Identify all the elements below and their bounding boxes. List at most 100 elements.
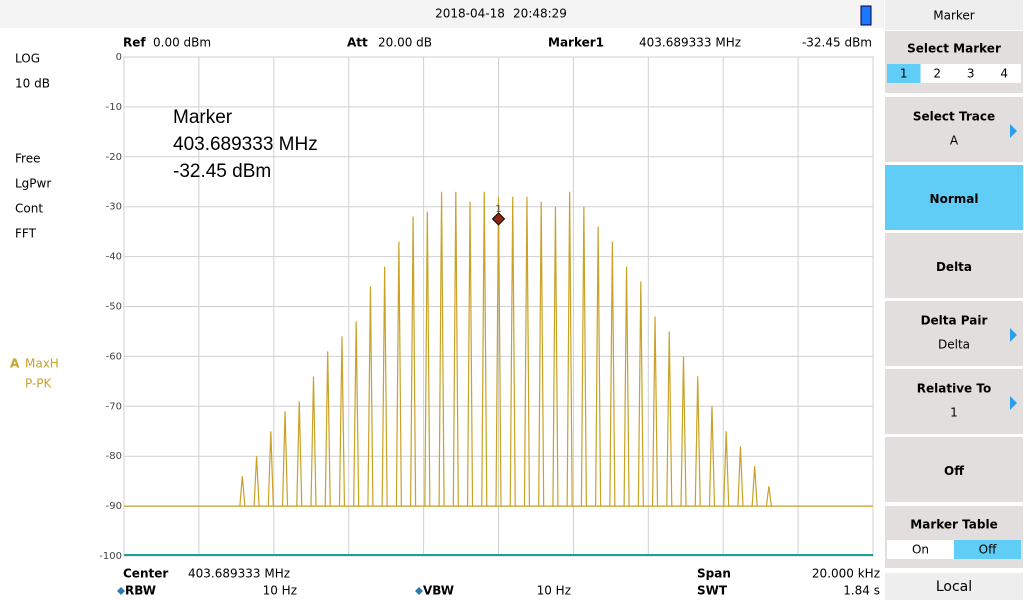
rbw-icon (117, 587, 125, 595)
scale-div: 10 dB (15, 77, 50, 91)
marker-option-label: 3 (967, 67, 975, 81)
softkey-arrow (1010, 328, 1017, 342)
trace-peak (623, 266, 630, 507)
trace-peak (338, 336, 346, 507)
softkey-label: Relative To (917, 382, 991, 396)
trace-detector: P-PK (25, 377, 53, 391)
trace-peak (680, 356, 687, 507)
marker-option-label: 4 (1000, 67, 1008, 81)
y-tick-label: -60 (106, 351, 122, 362)
y-tick-label: -20 (106, 152, 122, 163)
trace-peak (737, 446, 744, 507)
softkey-title: Marker (933, 9, 975, 23)
center-value: 403.689333 MHz (188, 567, 290, 581)
softkey-bg[interactable] (885, 165, 1023, 230)
ref-value: 0.00 dBm (153, 36, 211, 50)
status-bar (0, 0, 884, 28)
trace-peak (239, 476, 246, 507)
sweep-mode: Cont (15, 202, 43, 216)
softkey-arrow (1010, 396, 1017, 410)
trace-peak (538, 201, 545, 507)
softkey-label: Select Trace (913, 110, 995, 124)
trace-peak (424, 211, 431, 507)
y-tick-label: -70 (106, 401, 122, 412)
trace-peak (651, 316, 659, 507)
y-tick-label: -40 (106, 252, 122, 263)
center-label: Center (123, 567, 168, 581)
marker-option-label: 2 (933, 67, 941, 81)
y-tick-label: -80 (106, 451, 122, 462)
softkey-bg[interactable] (885, 437, 1023, 502)
trace-mode: MaxH (25, 357, 59, 371)
softkey-title-bg (885, 0, 1023, 30)
marker-annotation: Marker (173, 107, 233, 128)
trace-peak (637, 281, 644, 507)
softkey-label: Normal (930, 192, 979, 206)
marker-label: Marker1 (548, 36, 604, 50)
softkey-bg[interactable] (885, 31, 1023, 93)
trace-peak (353, 321, 360, 507)
vbw-icon (415, 587, 423, 595)
trace-peak (694, 376, 701, 507)
softkey-value: A (950, 134, 959, 148)
softkey-label: Off (944, 464, 964, 478)
marker-option[interactable] (987, 64, 1022, 83)
trace-peak (580, 206, 587, 507)
softkey-bg[interactable] (885, 369, 1023, 434)
y-tick-label: -50 (106, 302, 122, 313)
trace-peak (410, 216, 417, 507)
trace-peak (310, 376, 317, 507)
softkey-label: Delta (936, 260, 972, 274)
battery-icon (860, 5, 872, 26)
detector-mode: LgPwr (15, 177, 51, 191)
trace-peak (595, 226, 602, 507)
time: 20:48:29 (513, 7, 567, 21)
marker-option[interactable] (920, 64, 955, 83)
softkey-bg[interactable] (885, 301, 1023, 366)
sweep: Free (15, 152, 40, 166)
marker-annotation: 403.689333 MHz (173, 134, 318, 155)
table-option[interactable] (954, 540, 1021, 559)
softkey-bg[interactable] (885, 97, 1023, 162)
trace-peak (395, 241, 402, 507)
plot: 0 -10 -20 -30 -40 -50 -60 -70 -80 -90 -100 1 Marker 4… (99, 52, 874, 562)
scale-type: LOG (15, 52, 40, 66)
swt-label: SWT (697, 584, 728, 598)
att-label: Att (347, 36, 368, 50)
rbw-label: RBW (125, 584, 156, 598)
trace-peak (481, 191, 488, 507)
trace-peak (765, 486, 772, 507)
att-value: 20.00 dB (378, 36, 432, 50)
trace-peak (708, 406, 716, 507)
softkey-label: Delta Pair (921, 314, 988, 328)
trace-peak (723, 431, 730, 507)
softkey-label: Select Marker (907, 42, 1001, 56)
trace-peak (523, 196, 531, 507)
local-bg[interactable] (885, 573, 1023, 600)
span-value: 20.000 kHz (812, 567, 880, 581)
softkey-arrow (1010, 124, 1017, 138)
softkey-bg[interactable] (885, 233, 1023, 298)
trace-peak (281, 411, 289, 507)
trace-peak (452, 191, 459, 507)
y-tick-label: -30 (106, 202, 122, 213)
trace-name: A (10, 357, 20, 371)
marker-option[interactable] (954, 64, 988, 83)
span-label: Span (697, 567, 731, 581)
trace-peak (296, 401, 303, 507)
softkey-panel: Marker Select Marker 1 2 3 4 Select Trace A Norm… (885, 0, 1023, 600)
sweep-type: FFT (15, 227, 37, 241)
vbw-label: VBW (423, 584, 454, 598)
ref-label: Ref (123, 36, 146, 50)
softkey-value: Delta (938, 338, 970, 352)
marker-option[interactable] (887, 64, 921, 83)
trace-peak (495, 196, 502, 507)
vbw-value: 10 Hz (537, 584, 571, 598)
table-option[interactable] (887, 540, 954, 559)
y-tick-label: -10 (106, 102, 122, 113)
marker-number: 1 (495, 204, 501, 215)
marker-freq: 403.689333 MHz (639, 36, 741, 50)
trace-peak (751, 466, 758, 507)
